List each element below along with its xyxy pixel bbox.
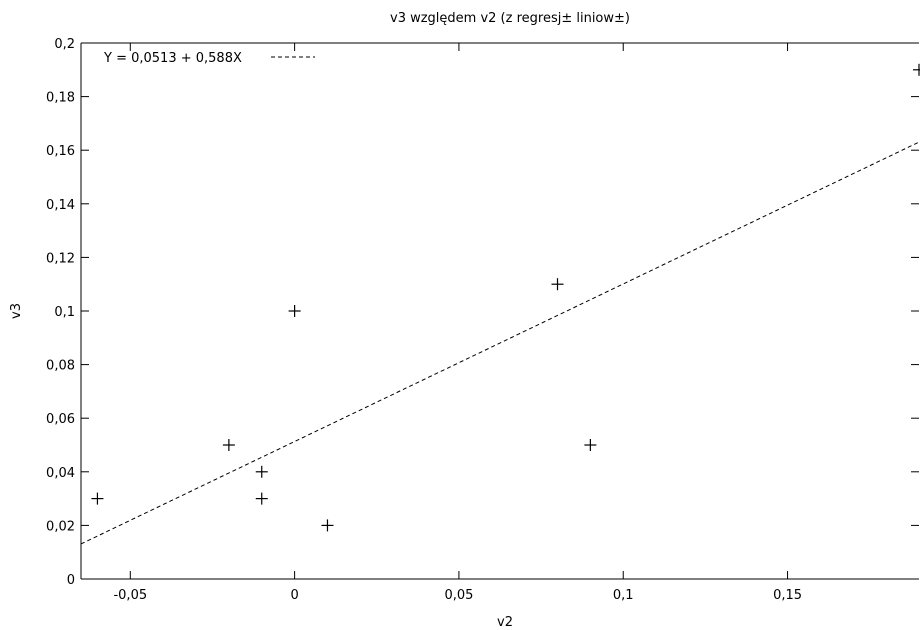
y-tick-label: 0,06	[46, 412, 75, 427]
data-point	[288, 305, 301, 317]
x-tick-label: 0	[290, 588, 298, 603]
chart-title: v3 względem v2 (z regresj± liniow±)	[390, 11, 630, 26]
y-axis-label: v3	[9, 303, 24, 319]
y-tick-label: 0,16	[46, 144, 75, 159]
regression-legend-label: Y = 0,0513 + 0,588X	[103, 51, 242, 66]
y-tick-label: 0,14	[46, 198, 75, 213]
y-tick-label: 0,02	[46, 519, 75, 534]
x-tick-label: 0,15	[773, 588, 802, 603]
y-tick-label: 0,1	[54, 305, 75, 320]
legend: Y = 0,0513 + 0,588X	[103, 51, 315, 66]
y-axis: 0 0,02 0,04 0,06 0,08 0,1 0,12 0,14 0,16 0,18 0,2	[46, 37, 919, 588]
data-point	[913, 63, 920, 76]
data-point	[321, 519, 334, 532]
x-axis: -0,05 0 0,05 0,1 0,15	[113, 43, 802, 603]
data-point	[551, 278, 564, 291]
x-tick-label: 0,05	[444, 588, 473, 603]
y-tick-label: 0,04	[46, 466, 75, 481]
data-points	[91, 63, 920, 532]
regression-line	[80, 141, 920, 545]
data-point	[222, 439, 235, 451]
y-tick-label: 0,18	[46, 91, 75, 106]
y-tick-label: 0,2	[54, 37, 75, 52]
data-point	[91, 492, 104, 505]
x-axis-label: v2	[497, 615, 513, 630]
y-tick-label: 0,12	[46, 251, 75, 266]
y-tick-label: 0,08	[46, 359, 75, 374]
data-point	[255, 492, 268, 505]
x-tick-label: -0,05	[113, 588, 147, 603]
x-tick-label: 0,1	[613, 588, 634, 603]
data-point	[584, 439, 597, 451]
data-point	[255, 465, 268, 478]
y-tick-label: 0	[67, 573, 75, 588]
plot-frame	[80, 42, 919, 580]
